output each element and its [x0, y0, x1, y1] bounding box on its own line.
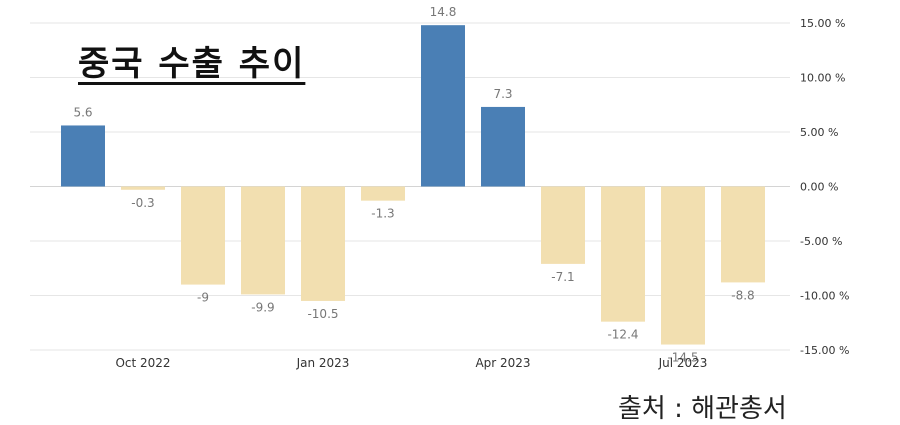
data-label: -0.3 [131, 196, 154, 210]
y-tick-label: -5.00 % [800, 235, 842, 248]
chart-title: 중국 수출 추이 [78, 44, 306, 84]
bar [601, 186, 645, 322]
data-label: -7.1 [551, 270, 574, 284]
y-tick-label: 0.00 % [800, 181, 838, 194]
data-labels: 5.6 -0.3 -9 -9.9 -10.5 -1.3 14.8 7.3 -7.1 -12.4 -1… [73, 5, 754, 364]
data-label: -12.4 [607, 328, 638, 342]
data-label: -1.3 [371, 207, 394, 221]
bar [61, 125, 105, 187]
data-label: -9 [197, 291, 209, 305]
bar [481, 106, 525, 187]
y-tick-label: 15.00 % [800, 17, 845, 30]
bars [61, 25, 765, 345]
data-label: -9.9 [251, 300, 274, 314]
bar [421, 25, 465, 187]
source-note: 출처 : 해관총서 [618, 394, 787, 424]
x-tick-label: Jan 2023 [296, 356, 350, 370]
x-tick-label: Jul 2023 [658, 356, 708, 370]
x-tick-label: Apr 2023 [475, 356, 530, 370]
y-axis: 15.00 % 10.00 % 5.00 % 0.00 % -5.00 % -10.00 … [800, 17, 849, 357]
bar [241, 186, 285, 295]
y-tick-label: 10.00 % [800, 72, 845, 85]
data-label: 14.8 [430, 5, 457, 19]
x-axis: Oct 2022 Jan 2023 Apr 2023 Jul 2023 [115, 356, 707, 370]
y-tick-label: -10.00 % [800, 290, 849, 303]
x-tick-label: Oct 2022 [115, 356, 170, 370]
data-label: -14.5 [667, 351, 698, 365]
bar [661, 186, 705, 345]
data-label: -10.5 [307, 307, 338, 321]
bar [301, 186, 345, 301]
bar [721, 186, 765, 283]
data-label: -8.8 [731, 288, 754, 302]
y-tick-label: 5.00 % [800, 126, 838, 139]
bar [121, 186, 165, 190]
bar [541, 186, 585, 264]
bar [181, 186, 225, 285]
data-label: 7.3 [493, 87, 512, 101]
data-label: 5.6 [73, 105, 92, 119]
y-tick-label: -15.00 % [800, 344, 849, 357]
bar [361, 186, 405, 201]
